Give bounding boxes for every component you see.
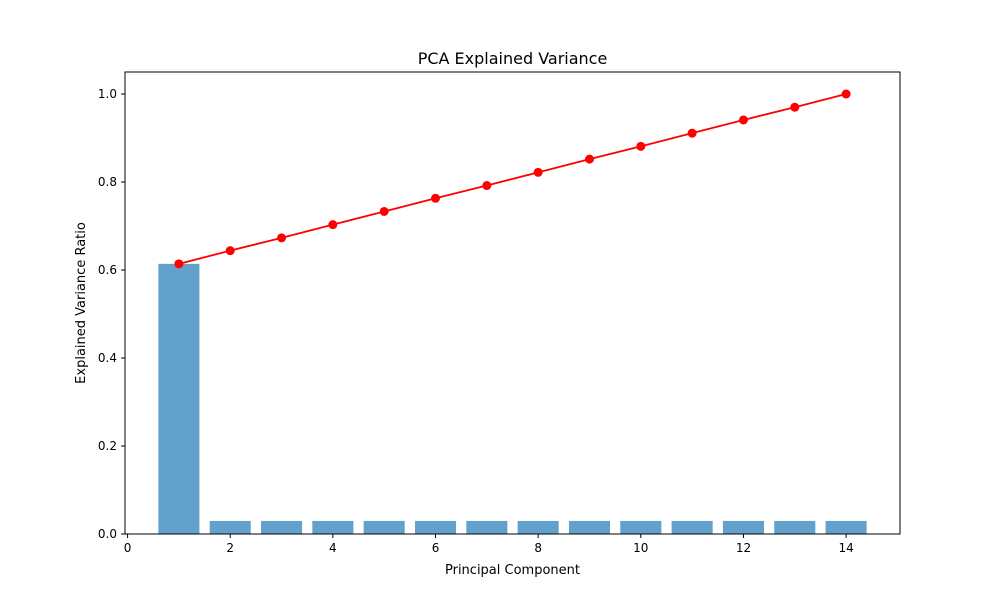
- line-point-pc-6: [431, 193, 441, 203]
- bar-pc-11: [671, 520, 713, 534]
- line-point-pc-10: [636, 141, 646, 151]
- plot-frame: [124, 71, 901, 535]
- x-tick-label: 4: [329, 541, 337, 555]
- x-tick-label: 10: [633, 541, 648, 555]
- x-tick-label: 14: [838, 541, 853, 555]
- bar-pc-6: [414, 520, 457, 534]
- x-tick-label: 12: [736, 541, 751, 555]
- x-tick-label: 6: [432, 541, 440, 555]
- line-point-pc-2: [225, 246, 235, 256]
- line-point-pc-9: [584, 154, 594, 164]
- line-point-pc-12: [738, 115, 748, 125]
- y-axis-label: Explained Variance Ratio: [74, 222, 89, 384]
- line-point-pc-11: [687, 128, 697, 138]
- line-point-pc-7: [482, 181, 492, 191]
- x-tick-label: 0: [124, 541, 132, 555]
- y-axis-ticks: 0.0 0.2 0.4 0.6 0.8 1.0: [98, 87, 125, 541]
- bar-series: [158, 263, 867, 534]
- bar-pc-5: [363, 520, 405, 534]
- y-tick-label: 0.4: [98, 351, 117, 365]
- bar-pc-7: [466, 520, 508, 534]
- bar-pc-4: [312, 520, 354, 534]
- y-tick-label: 1.0: [98, 87, 117, 101]
- x-tick-label: 2: [226, 541, 234, 555]
- line-point-pc-8: [533, 167, 543, 177]
- bar-pc-10: [620, 520, 662, 534]
- bar-pc-3: [261, 520, 303, 534]
- line-point-pc-3: [277, 233, 287, 243]
- bar-pc-2: [209, 520, 251, 534]
- bar-pc-9: [568, 520, 611, 534]
- x-axis-ticks: 0 2 4 6 8 10 12 14: [124, 534, 854, 555]
- line-point-pc-5: [379, 206, 389, 216]
- cumulative-line: [178, 93, 847, 265]
- bar-pc-1: [158, 263, 200, 534]
- line-point-pc-1: [174, 259, 184, 269]
- y-tick-label: 0.2: [98, 439, 117, 453]
- cumulative-line-series: [174, 89, 851, 269]
- bar-pc-12: [722, 520, 764, 534]
- y-tick-label: 0.8: [98, 175, 117, 189]
- line-point-pc-4: [328, 220, 338, 230]
- bar-pc-8: [517, 520, 559, 534]
- chart-title: PCA Explained Variance: [418, 49, 608, 68]
- y-tick-label: 0.0: [98, 527, 117, 541]
- y-tick-label: 0.6: [98, 263, 117, 277]
- x-axis-label: Principal Component: [445, 563, 580, 578]
- line-point-pc-13: [790, 102, 800, 112]
- x-tick-label: 8: [534, 541, 542, 555]
- bar-pc-14: [825, 520, 867, 534]
- line-point-pc-14: [841, 89, 851, 99]
- bar-pc-13: [774, 520, 816, 534]
